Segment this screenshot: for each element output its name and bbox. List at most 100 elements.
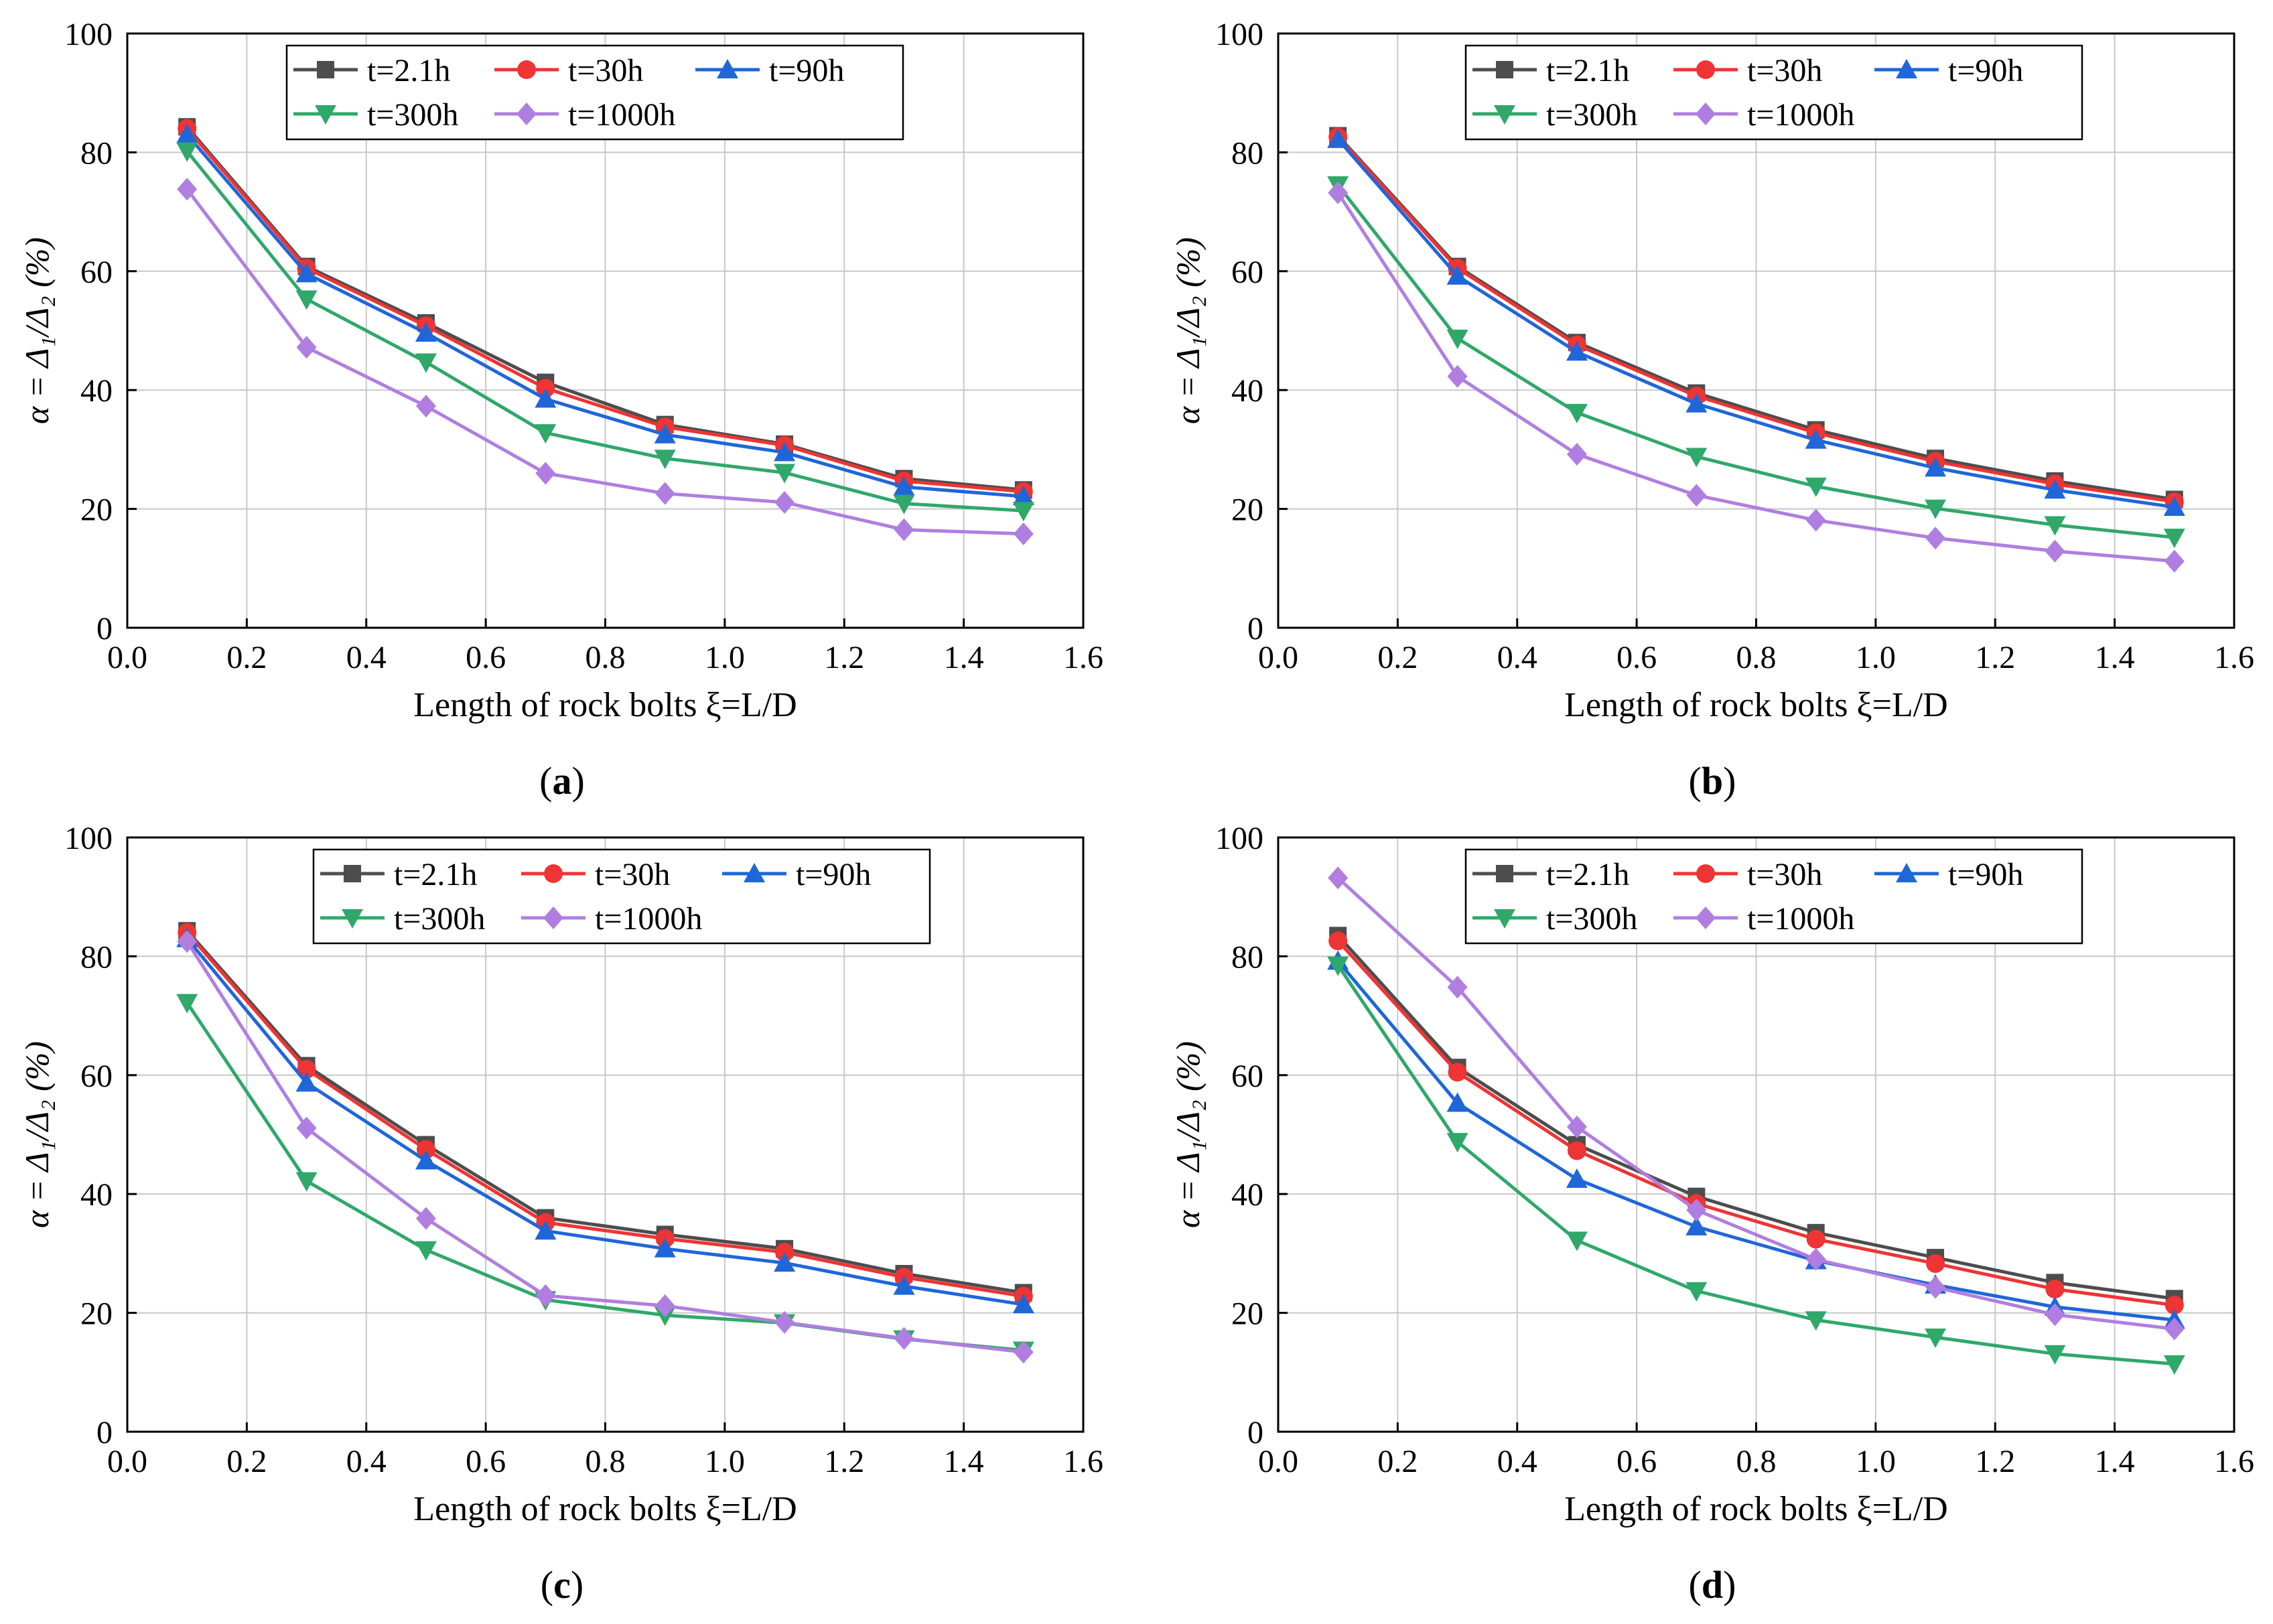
data-point (1925, 1276, 1946, 1299)
data-point (2044, 1345, 2066, 1365)
x-axis-title: Length of rock bolts ξ=L/D (413, 1490, 797, 1528)
data-point (2164, 1317, 2185, 1341)
data-point (1686, 484, 1707, 507)
data-point (774, 1310, 795, 1334)
series-t=300h (176, 142, 1034, 522)
panel-label: (c) (541, 1563, 583, 1607)
data-point (535, 388, 557, 408)
legend-marker (317, 61, 334, 78)
y-tick-label: 20 (1231, 492, 1263, 528)
data-point (176, 123, 198, 143)
data-point (295, 290, 318, 310)
y-axis-title: α = Δ₁/Δ₂ (%) (1169, 237, 1207, 424)
series-t=90h (1327, 128, 2185, 516)
y-tick-label: 40 (80, 1177, 113, 1213)
y-tick-label: 60 (1231, 1059, 1263, 1094)
legend-marker (315, 105, 336, 125)
legend-marker (1696, 906, 1716, 929)
y-tick-label: 100 (64, 17, 113, 52)
data-point (1328, 931, 1348, 951)
legend-label: t=300h (367, 97, 458, 133)
y-tick-label: 20 (1231, 1296, 1263, 1332)
x-tick-label: 1.0 (1856, 640, 1896, 675)
legend-label: t=2.1h (1546, 857, 1629, 892)
legend-label: t=300h (1546, 901, 1637, 937)
data-point (1686, 1199, 1707, 1222)
data-point (2045, 539, 2065, 563)
x-tick-label: 1.6 (1063, 640, 1103, 675)
x-tick-label: 1.0 (705, 640, 745, 675)
data-point (1925, 457, 1947, 477)
chart-panel-a: 0.0 0.2 0.4 0.6 0.8 1.0 1.2 1.4 1.6 0 20 40 60 80 100 L… (18, 17, 1103, 803)
legend-marker (744, 863, 765, 882)
y-tick-label: 40 (1231, 373, 1263, 409)
series-t=1000h (177, 930, 1034, 1364)
legend-label: t=90h (769, 53, 844, 88)
legend-entry: t=300h (1472, 901, 1637, 937)
y-tick-label: 60 (80, 1059, 113, 1094)
data-point (1013, 522, 1034, 545)
y-axis-title: α = Δ₁/Δ₂ (%) (1169, 1041, 1207, 1228)
x-tick-label: 0.8 (586, 1444, 626, 1479)
data-point (415, 353, 437, 373)
data-point (1925, 1328, 1947, 1348)
y-tick-label: 60 (80, 255, 113, 290)
legend-entry: t=1000h (1673, 97, 1854, 133)
x-tick-label: 0.8 (1736, 640, 1777, 675)
legend-marker (1496, 61, 1513, 78)
data-point (774, 1252, 796, 1272)
data-point (1805, 477, 1827, 497)
y-tick-label: 20 (80, 1296, 113, 1332)
legend-entry: t=2.1h (293, 53, 450, 88)
legend-box (1464, 848, 2083, 945)
y-tick-label: 60 (1231, 255, 1263, 290)
data-point (295, 1172, 318, 1192)
legend-marker (1696, 60, 1715, 79)
data-point (296, 1116, 317, 1140)
data-point (1925, 527, 1946, 550)
x-tick-label: 1.6 (2214, 1444, 2254, 1479)
legend-label: t=30h (1747, 857, 1822, 892)
x-tick-label: 0.4 (346, 1444, 387, 1479)
data-point (2163, 1355, 2185, 1375)
y-tick-label: 80 (1231, 939, 1263, 975)
data-point (893, 494, 915, 515)
y-tick-label: 80 (1231, 135, 1263, 171)
data-point (295, 263, 318, 283)
x-tick-label: 0.4 (1497, 640, 1537, 675)
x-tick-label: 0.0 (107, 640, 147, 675)
legend-label: t=1000h (1747, 97, 1854, 133)
legend-marker (516, 103, 537, 125)
x-axis-title: Length of rock bolts ξ=L/D (1564, 1490, 1947, 1528)
legend-marker (517, 60, 536, 79)
legend-label: t=30h (1747, 53, 1822, 88)
x-tick-label: 0.2 (226, 1444, 267, 1479)
data-point (1566, 1231, 1588, 1251)
data-point (893, 1275, 915, 1295)
x-tick-label: 0.6 (1616, 1444, 1657, 1479)
x-tick-label: 0.8 (1736, 1444, 1777, 1479)
legend-label: t=30h (595, 857, 670, 892)
series-line (186, 188, 1024, 536)
data-point (1012, 485, 1034, 505)
data-point (1925, 499, 1947, 519)
x-tick-label: 1.2 (1975, 640, 2015, 675)
data-point (415, 1241, 437, 1261)
y-axis-title: α = Δ₁/Δ₂ (%) (18, 237, 56, 424)
y-tick-label: 0 (1247, 1415, 1263, 1450)
series-t=90h (176, 123, 1034, 505)
series-line (1336, 138, 2175, 509)
legend-entry: t=1000h (1673, 901, 1854, 937)
legend-entry: t=1000h (521, 901, 702, 937)
data-point (1685, 393, 1708, 413)
legend-label: t=300h (394, 901, 485, 937)
legend-marker (543, 906, 563, 929)
data-point (655, 1294, 675, 1317)
series-t=300h (1327, 956, 2185, 1375)
series-line (1336, 934, 2175, 1300)
legend-entry: t=300h (320, 901, 485, 937)
data-point (655, 482, 675, 505)
chart-panel-d: 0.0 0.2 0.4 0.6 0.8 1.0 1.2 1.4 1.6 0 20 40 60 80 100 L… (1169, 821, 2254, 1607)
data-point (535, 424, 557, 444)
panel-label: (b) (1689, 759, 1736, 803)
